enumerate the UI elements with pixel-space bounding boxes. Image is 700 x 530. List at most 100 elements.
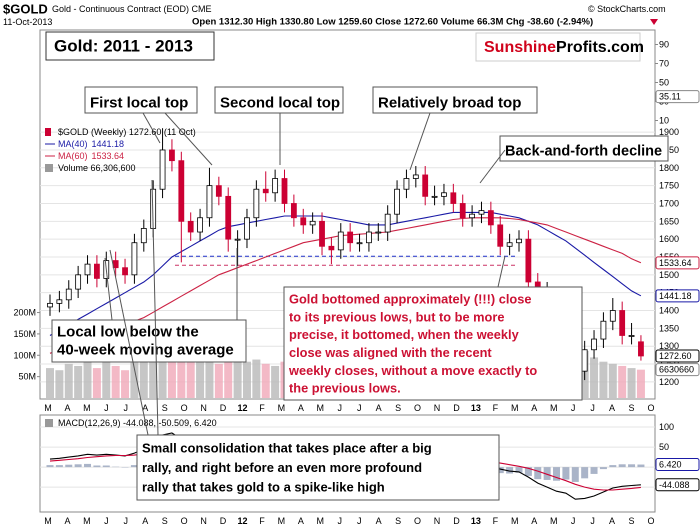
candle-body (47, 302, 53, 308)
candle-body (122, 267, 128, 276)
x-tick-label: 13 (471, 516, 481, 526)
candle-body (84, 263, 91, 276)
connector (142, 112, 161, 144)
value-tag (655, 363, 700, 377)
candle-body (225, 195, 232, 240)
candle-body (215, 185, 222, 197)
candle-body (290, 203, 297, 219)
candle-body (487, 210, 494, 226)
candle-body (366, 231, 372, 244)
macd-tick-label: 100 (659, 422, 674, 432)
annotation-text: Back-and-forth decline (505, 144, 662, 160)
y-tick-label: 1750 (659, 181, 679, 191)
volume-bar (271, 365, 280, 398)
annotation-text: Relatively broad top (378, 95, 521, 112)
legend-name: MA(40) (58, 139, 88, 149)
x-tick-label: J (590, 403, 595, 413)
y-tick-label: 1500 (659, 270, 679, 280)
volume-bar (205, 359, 214, 398)
x-tick-label: S (628, 516, 634, 526)
x-tick-label: M (550, 516, 558, 526)
brand-box (475, 32, 641, 62)
moving-average (49, 211, 642, 336)
volume-tick-label: 150M (13, 329, 36, 339)
volume-bar (618, 365, 627, 398)
candle-body (591, 338, 597, 351)
candle-body (272, 178, 279, 194)
macd-histogram-bar (55, 465, 63, 468)
connector (479, 149, 506, 184)
x-tick-label: N (200, 403, 207, 413)
value-tag (655, 458, 700, 472)
x-tick-label: F (493, 516, 499, 526)
x-tick-label: J (124, 403, 129, 413)
x-tick-label: J (357, 403, 362, 413)
volume-bar (252, 359, 261, 398)
x-tick-label: M (511, 403, 519, 413)
macd-histogram-bar (130, 465, 138, 468)
x-tick-label: S (395, 516, 401, 526)
x-tick-label: J (124, 516, 129, 526)
x-tick-label: O (414, 403, 421, 413)
candle-body (516, 238, 522, 244)
macd-histogram-bar (599, 467, 607, 470)
annotation-text: First local top (90, 95, 188, 112)
copyright: © StockCharts.com (588, 4, 666, 14)
value-tag-label: 1272.60 (659, 351, 692, 361)
macd-histogram-bar (496, 467, 504, 474)
x-tick-label: O (181, 516, 188, 526)
labels: M M A A M M J J J J A A S S O O N N D D 12 12 F F M M A A M M J J J J A A S S… (13, 40, 700, 526)
connector (104, 257, 113, 321)
brand: SunshineProfits.com (484, 39, 644, 56)
x-tick-label: J (571, 403, 576, 413)
x-tick-label: 12 (237, 516, 247, 526)
candle-body (469, 213, 476, 219)
candle-body (131, 242, 138, 276)
macd-legend: MACD(12,26,9) -44.088, -50.509, 6.420 (58, 418, 217, 428)
volume-bar (167, 333, 176, 398)
volume-tick-label: 200M (13, 308, 36, 318)
x-tick-label: J (357, 516, 362, 526)
candle-body (506, 242, 513, 247)
volume-bar (590, 357, 599, 398)
candle-body (253, 188, 260, 219)
x-tick-label: D (220, 516, 227, 526)
candle-body (347, 231, 354, 244)
y-tick-label: 1350 (659, 323, 679, 333)
annotation-box (372, 86, 538, 114)
volume-bar (121, 370, 130, 398)
x-tick-label: A (64, 516, 70, 526)
volume-bar (92, 368, 101, 398)
annotation-text: weekly closes, without a move exactly to (288, 363, 537, 378)
annotation-box (214, 86, 344, 114)
candle-body (187, 220, 194, 233)
volume-bar (186, 357, 195, 398)
candle-body (581, 349, 588, 372)
moving-average (49, 217, 642, 354)
rsi-tick-label: 90 (659, 40, 669, 50)
macd-histogram-bar (524, 467, 532, 476)
connector (109, 249, 149, 436)
candle-body (337, 231, 344, 251)
x-tick-label: N (434, 516, 441, 526)
x-tick-label: F (493, 403, 499, 413)
x-tick-label: A (298, 516, 304, 526)
candle-body (169, 149, 175, 162)
date: 11-Oct-2013 (3, 17, 52, 27)
x-tick-label: O (647, 403, 654, 413)
x-tick-label: J (104, 516, 109, 526)
title-box (45, 31, 215, 61)
macd-histogram-bar (553, 467, 561, 481)
x-tick-label: M (550, 403, 558, 413)
x-tick-label: M (278, 516, 286, 526)
x-tick-label: A (531, 403, 537, 413)
y-tick-label: 1300 (659, 341, 679, 351)
candle-body (628, 335, 635, 337)
annotation-box (51, 319, 247, 363)
annotation-text: the previous lows. (289, 381, 401, 396)
instrument-name: Gold - Continuous Contract (EOD) CME (52, 4, 212, 14)
value-tag-label: 6630660 (659, 365, 694, 375)
annotation-box (84, 86, 198, 114)
value-tag-label: 1533.64 (659, 258, 692, 268)
macd-histogram-bar (84, 463, 92, 468)
